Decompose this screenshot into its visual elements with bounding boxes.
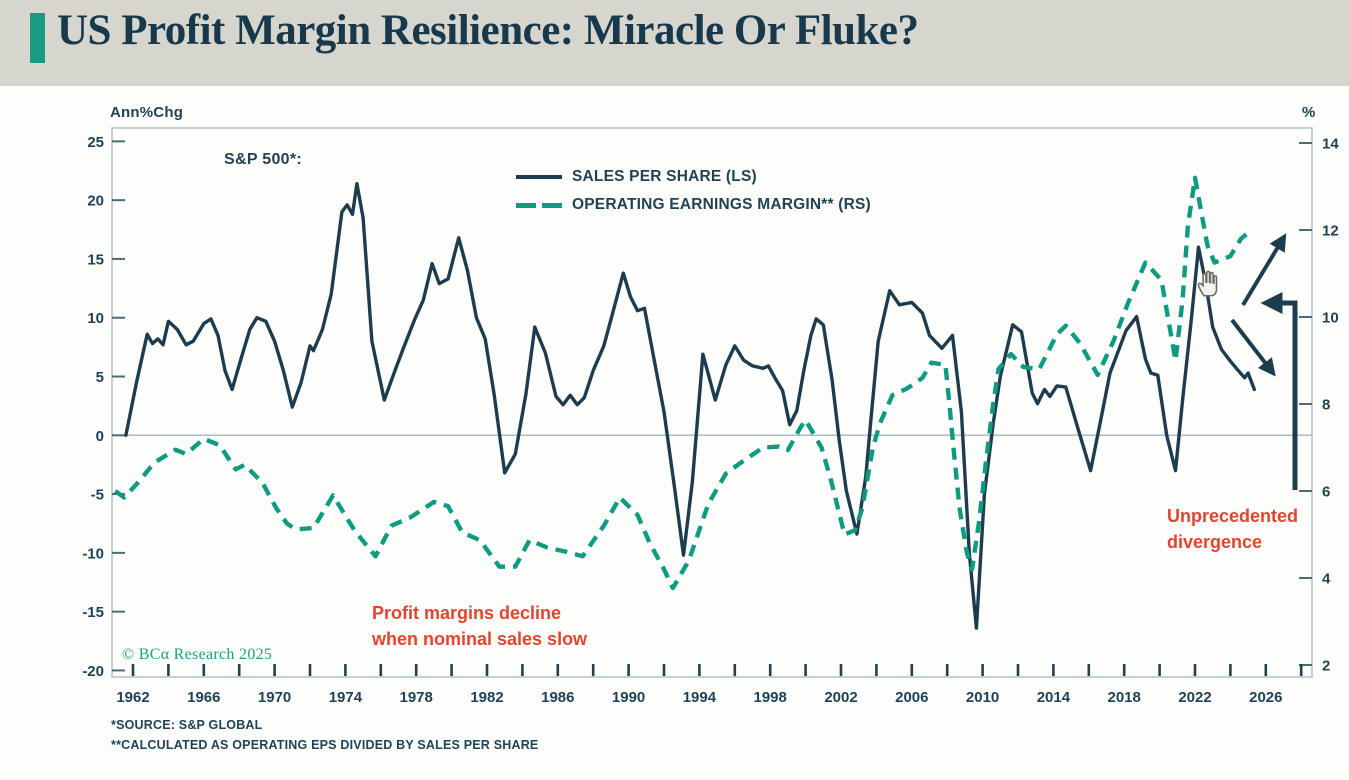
right-axis-tick-label: 8 [1322,397,1330,414]
legend-item-margin: OPERATING EARNINGS MARGIN** (RS) [516,191,871,219]
title-accent-bar [30,13,45,63]
x-axis-tick-label: 1970 [258,689,291,706]
divergence-arrow-down-icon [1230,318,1276,377]
left-axis-tick-label: 15 [87,251,104,268]
series-operating-margin [114,175,1253,591]
dashed-line-swatch [516,202,562,208]
right-axis-tick-label: 6 [1322,484,1330,501]
x-axis-tick-label: 1990 [612,689,645,706]
series-sales-per-share [124,181,1257,630]
x-axis-tick-label: 1974 [329,689,363,706]
left-axis-title: Ann%Chg [110,104,184,121]
annotation-line: Profit margins decline [372,603,562,623]
x-axis-tick-label: 2014 [1037,689,1071,706]
divergence-arrow-up-icon [1241,233,1287,307]
left-axis-tick-label: 25 [87,134,104,151]
x-axis-tick-label: 1982 [470,689,503,706]
annotation-line: divergence [1167,532,1263,552]
plot-border [111,127,1313,678]
annotation-divergence: Unprecedented divergence [1167,503,1298,555]
right-axis-tick-label: 2 [1322,658,1330,675]
x-axis-tick-label: 2002 [824,689,857,706]
legend-item-sales: SALES PER SHARE (LS) [516,163,871,191]
x-axis-tick-label: 2026 [1249,689,1282,706]
left-axis-tick-label: -5 [91,487,104,504]
footnotes: *SOURCE: S&P GLOBAL **CALCULATED AS OPER… [111,715,538,755]
left-axis-tick-label: -20 [82,663,104,680]
solid-line-swatch [516,175,562,179]
right-axis-tick-label: 10 [1322,310,1339,327]
annotation-profit-margins: Profit margins decline when nominal sale… [372,600,587,652]
x-axis-tick-label: 1986 [541,689,574,706]
annotation-line: Unprecedented [1167,506,1299,526]
slide-header: US Profit Margin Resilience: Miracle Or … [0,0,1349,86]
annotation-shapes [1230,233,1298,490]
x-axis-tick-label: 1994 [683,689,717,706]
x-axis-tick-label: 2022 [1178,689,1211,706]
legend-label-margin: OPERATING EARNINGS MARGIN** (RS) [572,196,871,213]
page-title: US Profit Margin Resilience: Miracle Or … [57,7,919,54]
legend: SALES PER SHARE (LS) OPERATING EARNINGS … [516,163,871,219]
divergence-bracket [1260,291,1298,490]
x-axis-tick-label: 2018 [1108,689,1141,706]
left-axis-tick-label: -15 [82,604,104,621]
left-axis-tick-label: 0 [96,428,104,445]
right-axis-tick-label: 12 [1322,223,1339,240]
right-axis-title: % [1302,104,1316,121]
annotation-line: when nominal sales slow [372,629,588,649]
x-axis-tick-label: 1998 [754,689,787,706]
right-axis-tick-label: 14 [1322,136,1339,153]
x-axis-tick-label: 2006 [895,689,928,706]
x-axis-tick-label: 2010 [966,689,999,706]
copyright-notice: © BCα Research 2025 [122,646,273,663]
series-caption: S&P 500*: [224,151,303,168]
legend-label-sales: SALES PER SHARE (LS) [572,168,757,185]
footnote-calculation: **CALCULATED AS OPERATING EPS DIVIDED BY… [111,738,539,752]
x-axis-tick-label: 1966 [187,689,220,706]
hand-cursor-icon [1197,270,1218,297]
footnote-source: *SOURCE: S&P GLOBAL [111,718,263,732]
left-axis-tick-label: 10 [87,310,104,327]
left-axis-tick-label: -10 [82,545,104,562]
left-axis-tick-label: 5 [96,369,104,386]
x-axis-tick-label: 1978 [400,689,433,706]
right-axis-tick-label: 4 [1322,571,1331,588]
x-axis-tick-label: 1962 [116,689,149,706]
left-axis-tick-label: 20 [87,193,104,210]
